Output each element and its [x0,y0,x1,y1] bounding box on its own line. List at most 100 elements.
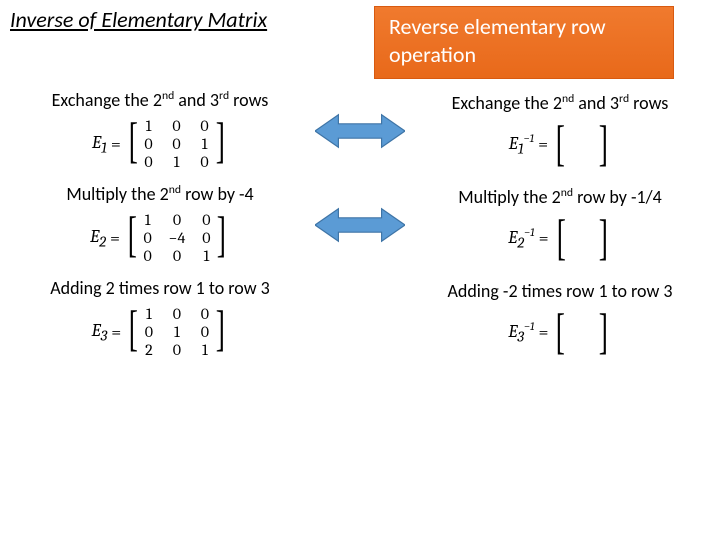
equals: = [111,134,121,155]
row2-left: Multiply the 2nd row by -4 E2 = [ 100 0−… [10,183,310,267]
lbracket: [ [556,118,565,170]
cell: 0 [141,229,155,247]
cell: 0 [170,135,184,153]
row2-left-desc: Multiply the 2nd row by -4 [10,183,310,205]
sup: −1 [524,131,534,145]
row3-left-eq: E3 = [ 100 010 201 ] [92,303,229,361]
t: and 3 [574,92,619,114]
equals: = [110,228,120,249]
t: Exchange the 2 [52,89,162,111]
lbracket: [ [128,209,137,267]
row-2: Multiply the 2nd row by -4 E2 = [ 100 0−… [0,183,720,267]
row1-left-desc: Exchange the 2nd and 3rd rows [10,89,310,111]
row2-arrow [310,203,410,247]
cell: 0 [141,247,155,265]
t: rows [629,92,668,114]
row2-right: Multiply the 2nd row by -1/4 E2−1 = [ ] [410,186,710,264]
gap [569,118,595,170]
row3-left: Adding 2 times row 1 to row 3 E3 = [ 100… [10,277,310,361]
t: row by -1/4 [573,186,662,208]
gap [569,212,595,264]
row2-right-desc: Multiply the 2nd row by -1/4 [410,186,710,208]
row1-left: Exchange the 2nd and 3rd rows E1 = [ 100… [10,89,310,173]
cell: 0 [198,117,212,135]
var: E [508,321,517,342]
row1-right: Exchange the 2nd and 3rd rows E1−1 = [ ] [410,92,710,170]
sub: 3 [101,326,108,344]
t: Multiply the 2 [66,183,168,205]
row-3: Adding 2 times row 1 to row 3 E3 = [ 100… [0,277,720,361]
equals: = [539,228,549,249]
title-box-line2: operation [389,41,659,69]
cell: 1 [198,135,212,153]
cell: 0 [199,229,213,247]
var: E [508,227,517,248]
lbracket: [ [129,303,138,361]
equals: = [538,134,548,155]
cell: 1 [198,341,212,359]
sup: nd [169,183,181,197]
cell: 1 [142,117,156,135]
row1-right-desc: Exchange the 2nd and 3rd rows [410,92,710,114]
matrix: [ 100 0−40 001 ] [124,209,230,267]
var: E [92,320,101,341]
sup: rd [619,92,629,106]
row-1: Exchange the 2nd and 3rd rows E1 = [ 100… [0,89,720,173]
var: E [92,132,101,153]
row2-left-eq: E2 = [ 100 0−40 001 ] [90,209,230,267]
rbracket: ] [598,118,607,170]
row3-left-desc: Adding 2 times row 1 to row 3 [10,277,310,299]
cell: 0 [198,305,212,323]
row2-right-eq: E2−1 = [ ] [508,212,612,264]
cell: 0 [170,117,184,135]
arrow-shape [315,115,405,147]
cell: −4 [169,229,186,247]
lbracket: [ [556,212,565,264]
row3-right: Adding -2 times row 1 to row 3 E3−1 = [ … [410,280,710,358]
cell: 0 [169,247,186,265]
empty-matrix: [ ] [553,212,612,264]
cell: 0 [169,211,186,229]
sub: 1 [101,138,107,156]
t: Exchange the 2 [452,92,562,114]
cell: 1 [141,211,155,229]
row1-right-eq: E1−1 = [ ] [509,118,612,170]
empty-matrix: [ ] [552,118,611,170]
rbracket: ] [217,209,226,267]
title-box: Reverse elementary row operation [374,6,674,79]
var: E [509,133,518,154]
var: E [90,226,99,247]
cell: 1 [170,153,184,171]
sup: rd [219,89,229,103]
cell: 0 [142,153,156,171]
cell: 0 [170,341,184,359]
row3-right-desc: Adding -2 times row 1 to row 3 [410,280,710,302]
double-arrow-icon [315,109,405,153]
t: and 3 [174,89,219,111]
lbracket: [ [129,115,138,173]
t: Multiply the 2 [458,186,560,208]
cell: 1 [142,305,156,323]
title-box-line1: Reverse elementary row [389,13,659,41]
cell: 2 [142,341,156,359]
rbracket: ] [216,303,225,361]
sub: 2 [99,232,106,250]
row1-left-eq: E1 = [ 100 001 010 ] [92,115,228,173]
gap [569,306,595,358]
matrix-grid: 100 0−40 001 [141,209,214,267]
sup: nd [162,89,174,103]
row3-right-eq: E3−1 = [ ] [508,306,611,358]
equals: = [538,322,548,343]
arrow-shape [315,209,405,241]
cell: 1 [170,323,184,341]
row1-arrow [310,109,410,153]
double-arrow-icon [315,203,405,247]
sub: 3 [517,327,524,345]
cell: 1 [199,247,213,265]
cell: 0 [198,153,212,171]
t: rows [229,89,268,111]
matrix-grid: 100 010 201 [142,303,212,361]
sup: −1 [524,319,534,333]
matrix: [ 100 010 201 ] [125,303,228,361]
matrix: [ 100 001 010 ] [125,115,228,173]
